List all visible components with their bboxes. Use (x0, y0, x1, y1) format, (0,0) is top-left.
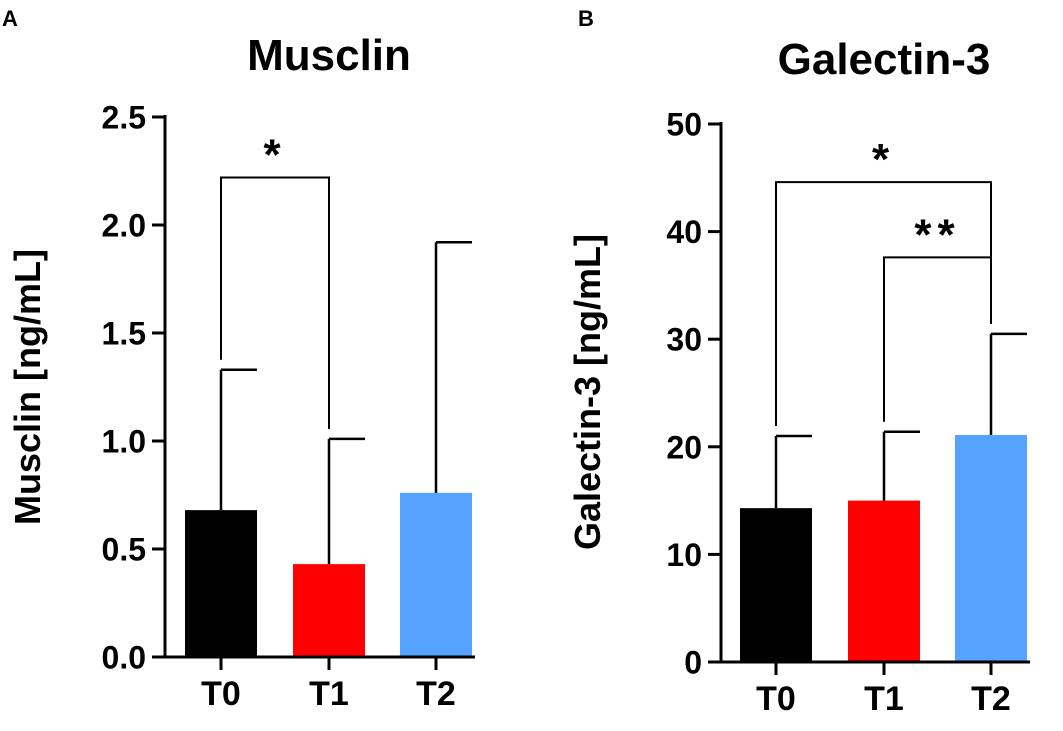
bar-t1 (293, 564, 365, 657)
y-axis-label: Musclin [ng/mL] (7, 249, 48, 525)
y-tick-label: 0.5 (102, 532, 146, 568)
panel-label-b: B (578, 6, 594, 31)
y-tick-label: 0 (684, 645, 702, 681)
y-tick-label: 1.0 (102, 424, 146, 460)
y-tick-label: 2.0 (102, 208, 146, 244)
bar-t0 (185, 510, 257, 657)
bar-t2 (955, 434, 1027, 662)
x-tick-label-t0: T0 (756, 680, 796, 718)
significance-label: * (872, 135, 895, 184)
panel-label-a: A (2, 6, 18, 31)
significance-label: * (263, 130, 286, 179)
y-tick-label: 20 (666, 429, 702, 465)
bar-t1 (848, 500, 920, 662)
y-tick-label: 1.5 (102, 316, 146, 352)
significance-bracket (883, 256, 992, 422)
y-tick-label: 50 (666, 107, 702, 143)
chart-title: Galectin-3 (778, 35, 991, 84)
y-tick-label: 2.5 (102, 100, 146, 136)
y-tick-label: 10 (666, 537, 702, 573)
x-tick-label-t0: T0 (201, 675, 241, 713)
x-tick-label-t1: T1 (864, 680, 904, 718)
significance-bracket (220, 176, 330, 429)
x-tick-label-t1: T1 (309, 675, 349, 713)
y-tick-label: 0.0 (102, 640, 146, 676)
y-axis-label: Galectin-3 [ng/mL] (567, 234, 608, 550)
significance-label: ** (914, 210, 960, 259)
x-tick-label-t2: T2 (971, 680, 1011, 718)
bar-t2 (400, 492, 472, 657)
chart-musclin: Musclin Musclin [ng/mL] 0.0 0.5 1.0 1.5 2.0 2… (7, 31, 475, 713)
y-tick-label: 30 (666, 322, 702, 358)
bar-t0 (740, 508, 812, 662)
y-tick-label: 40 (666, 214, 702, 250)
chart-title: Musclin (247, 31, 411, 80)
chart-galectin-3: Galectin-3 Galectin-3 [ng/mL] 0 10 20 30 40 5… (567, 35, 1030, 718)
significance-bracket (775, 181, 992, 427)
x-tick-label-t2: T2 (416, 675, 456, 713)
